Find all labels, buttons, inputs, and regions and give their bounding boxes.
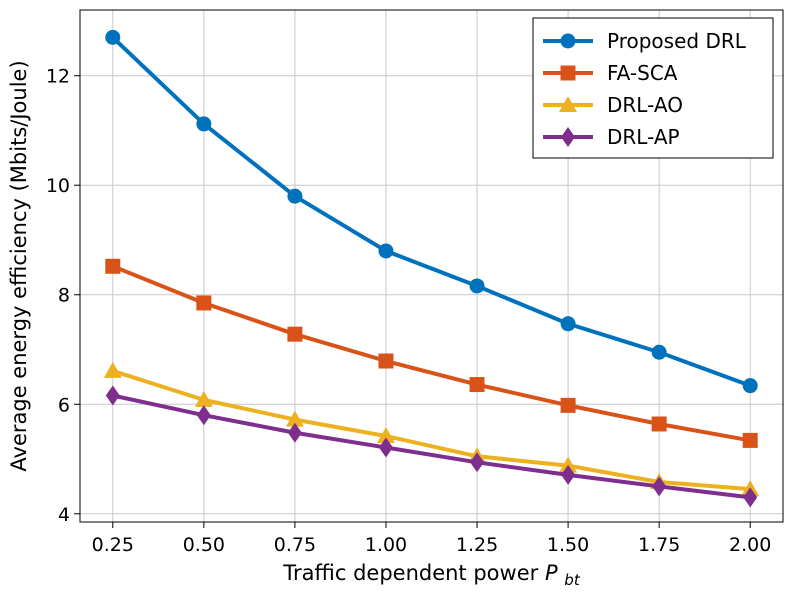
data-point-proposed-drl [287,188,303,204]
legend-marker-fa-sca [560,65,576,81]
data-point-proposed-drl [378,243,394,259]
data-point-fa-sca [196,295,212,311]
legend-entry-drl-ao: DRL-AO [543,93,683,117]
x-tick-label: 0.75 [274,534,316,556]
x-tick-label: 0.25 [92,534,134,556]
data-point-fa-sca [469,377,485,393]
data-point-proposed-drl [105,29,121,45]
y-tick-label: 8 [58,285,70,307]
x-axis-label-text: Traffic dependent power [282,561,538,585]
data-point-drl-ap [105,385,120,406]
data-point-drl-ap [378,437,393,458]
data-point-drl-ao [376,427,395,444]
data-point-proposed-drl [651,344,667,360]
x-axis-ticks: 0.25 0.50 0.75 1.00 1.25 1.50 1.75 2.00 [92,522,771,556]
x-tick-label: 1.75 [638,534,680,556]
y-tick-label: 6 [58,394,70,416]
plot-frame [79,9,784,523]
series-fa-sca [105,258,758,448]
data-point-drl-ap [196,405,211,426]
data-point-drl-ao [559,456,578,473]
data-point-drl-ao [285,410,304,427]
data-point-drl-ao [103,361,122,378]
data-point-fa-sca [560,397,576,413]
series-drl-ap [105,385,758,508]
x-axis-label-symbol: P [545,561,558,585]
legend-label-drl-ao: DRL-AO [607,93,683,117]
y-axis-ticks: 4 6 8 10 12 [46,66,80,526]
data-point-drl-ap [743,487,758,508]
data-point-drl-ap [287,422,302,443]
x-tick-label: 0.50 [183,534,225,556]
legend-label-fa-sca: FA-SCA [607,61,678,85]
series-line-proposed-drl [111,35,751,388]
x-tick-label: 1.50 [547,534,589,556]
legend-label-proposed-drl: Proposed DRL [607,29,747,53]
y-tick-label: 4 [58,504,70,526]
x-tick-label: 1.00 [365,534,407,556]
data-point-proposed-drl [560,316,576,332]
data-point-drl-ao [194,390,213,407]
legend: Proposed DRL FA-SCA DRL-AO DRL-AP [532,17,774,159]
legend-marker-proposed-drl [560,33,576,49]
y-axis-label: Average energy efficiency (Mbits/Joule) [7,60,31,471]
legend-marker-drl-ao [559,96,577,112]
y-tick-label: 12 [46,66,70,88]
series-proposed-drl [105,29,758,394]
legend-label-drl-ap: DRL-AP [607,125,680,149]
series-line-drl-ap [112,393,751,500]
series-line-drl-ao [112,368,751,492]
data-point-proposed-drl [196,116,212,132]
legend-entry-proposed-drl: Proposed DRL [543,29,747,53]
legend-marker-drl-ap [561,127,575,147]
series-line-fa-sca [112,264,751,443]
series-layer [103,29,760,508]
data-point-fa-sca [105,258,121,274]
y-tick-label: 10 [46,175,70,197]
data-point-fa-sca [742,432,758,448]
data-point-proposed-drl [742,378,758,394]
data-point-fa-sca [287,326,303,342]
legend-entry-fa-sca: FA-SCA [543,61,678,85]
legend-entry-drl-ap: DRL-AP [543,125,680,149]
data-point-drl-ap [470,452,485,473]
data-point-drl-ap [561,464,576,485]
x-tick-label: 1.25 [456,534,498,556]
data-point-fa-sca [378,353,394,369]
x-tick-label: 2.00 [729,534,771,556]
data-point-fa-sca [651,416,667,432]
x-axis-label: Traffic dependent power P bt [282,561,581,589]
data-point-proposed-drl [469,278,485,294]
data-point-drl-ap [652,476,667,497]
x-axis-label-subscript: bt [564,571,581,589]
